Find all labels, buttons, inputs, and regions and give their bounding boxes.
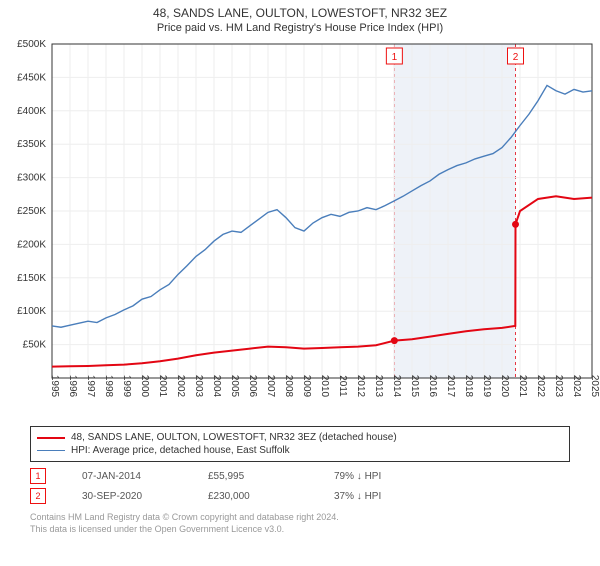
svg-text:£250K: £250K [17,206,46,217]
legend-label: 48, SANDS LANE, OULTON, LOWESTOFT, NR32 … [71,432,397,443]
svg-text:£50K: £50K [23,340,47,351]
marker-delta: 79% ↓ HPI [334,471,424,482]
marker-date: 30-SEP-2020 [82,491,172,502]
legend: 48, SANDS LANE, OULTON, LOWESTOFT, NR32 … [30,426,570,462]
svg-text:£200K: £200K [17,239,46,250]
marker-id-box: 2 [30,488,46,504]
svg-text:2011: 2011 [337,375,348,397]
svg-text:2: 2 [513,52,519,63]
chart-subtitle: Price paid vs. HM Land Registry's House … [0,22,600,34]
marker-row: 2 30-SEP-2020 £230,000 37% ↓ HPI [30,486,570,506]
marker-delta: 37% ↓ HPI [334,491,424,502]
chart-area: £50K £100K £150K £200K £250K £300K £350K £400K £… [0,38,600,420]
svg-text:£400K: £400K [17,106,46,117]
chart-svg: £50K £100K £150K £200K £250K £300K £350K £400K £… [0,38,600,420]
legend-swatch [37,450,65,451]
svg-text:£350K: £350K [17,139,46,150]
svg-text:£300K: £300K [17,173,46,184]
legend-item: 48, SANDS LANE, OULTON, LOWESTOFT, NR32 … [37,431,563,444]
license-text: Contains HM Land Registry data © Crown c… [30,512,570,535]
marker-row: 1 07-JAN-2014 £55,995 79% ↓ HPI [30,466,570,486]
legend-swatch [37,437,65,439]
legend-item: HPI: Average price, detached house, East… [37,444,563,457]
marker-date: 07-JAN-2014 [82,471,172,482]
marker-table: 1 07-JAN-2014 £55,995 79% ↓ HPI 2 30-SEP… [30,466,570,506]
marker-id-box: 1 [30,468,46,484]
license-line: This data is licensed under the Open Gov… [30,524,570,536]
svg-text:1: 1 [392,52,398,63]
svg-text:£500K: £500K [17,39,46,50]
svg-text:£450K: £450K [17,72,46,83]
svg-text:£150K: £150K [17,273,46,284]
chart-title: 48, SANDS LANE, OULTON, LOWESTOFT, NR32 … [0,6,600,20]
license-line: Contains HM Land Registry data © Crown c… [30,512,570,524]
marker-price: £230,000 [208,491,298,502]
marker-price: £55,995 [208,471,298,482]
svg-text:£100K: £100K [17,306,46,317]
legend-label: HPI: Average price, detached house, East… [71,445,290,456]
